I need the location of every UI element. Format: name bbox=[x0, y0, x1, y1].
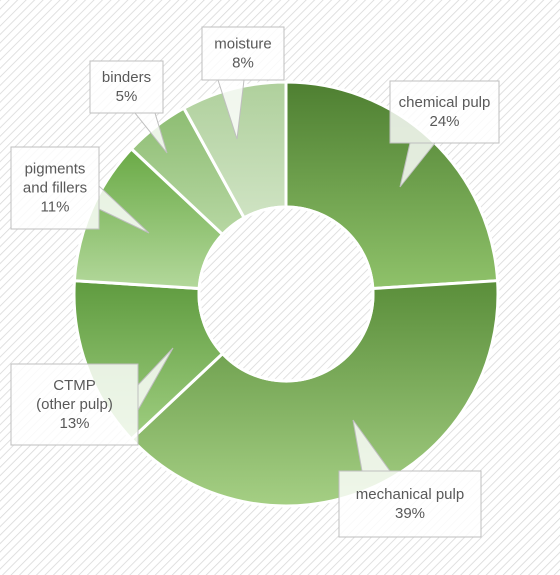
callout-box bbox=[338, 470, 482, 538]
callout-chemical-pulp: chemical pulp 24% bbox=[389, 80, 500, 188]
callout-box bbox=[10, 363, 139, 446]
donut-hole bbox=[197, 205, 375, 383]
callout-pigments-and-fillers: pigments and fillers 11% bbox=[10, 146, 150, 234]
callout-moisture: moisture 8% bbox=[201, 26, 285, 140]
callout-box bbox=[89, 60, 164, 114]
callout-box bbox=[10, 146, 100, 230]
callout-mechanical-pulp: mechanical pulp 39% bbox=[338, 419, 482, 538]
data-label-percent: 8% bbox=[232, 55, 254, 72]
data-label-percent: 5% bbox=[116, 88, 138, 105]
data-label-category: chemical pulp bbox=[399, 94, 491, 111]
callout-box bbox=[201, 26, 285, 81]
data-label-percent: 11% bbox=[41, 199, 70, 216]
data-label-category: mechanical pulp bbox=[356, 486, 464, 503]
callout-binders: binders 5% bbox=[89, 60, 168, 154]
data-label-category: CTMP bbox=[53, 377, 96, 394]
data-label-percent: 13% bbox=[59, 415, 89, 432]
data-label-category: (other pulp) bbox=[36, 396, 113, 413]
callout-box bbox=[389, 80, 500, 144]
data-label-category: pigments bbox=[25, 161, 86, 178]
data-label-percent: 24% bbox=[429, 113, 459, 130]
data-label-percent: 39% bbox=[395, 505, 425, 522]
callout-ctmp-other-pulp: CTMP (other pulp) 13% bbox=[10, 347, 174, 446]
data-label-category: binders bbox=[102, 69, 151, 86]
data-label-category: and fillers bbox=[23, 180, 87, 197]
data-label-category: moisture bbox=[214, 36, 272, 53]
